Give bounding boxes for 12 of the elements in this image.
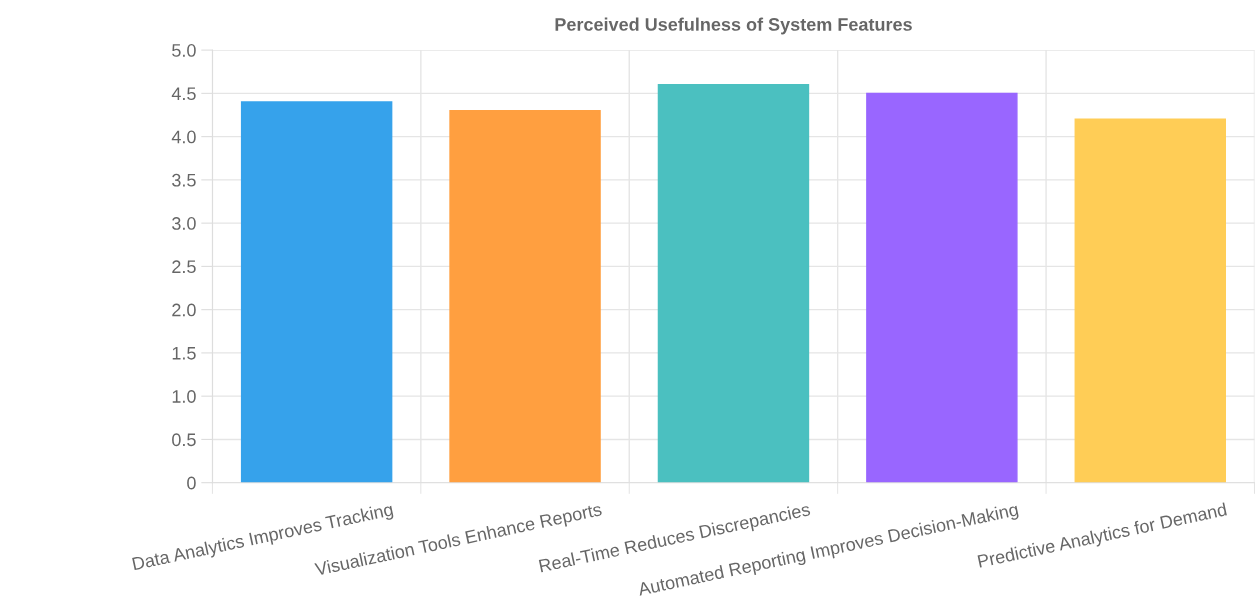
y-tick-label: 1.0 [172,390,196,403]
y-tick-label: 2.5 [172,260,196,274]
y-tick-label: 3.0 [172,217,196,230]
y-tick-label: 0.5 [172,433,196,447]
y-tick-label: 3.5 [172,173,196,187]
y-tick-label: 0 [187,476,196,490]
y-tick-label: 4.0 [171,130,196,144]
chart-title: Perceived Usefulness of System Features [555,17,912,35]
y-tick-label: 4.5 [171,87,196,101]
y-tick-label: 1.5 [172,347,196,360]
y-tick-label: 2.0 [172,303,196,317]
y-tick-label: 5.0 [172,44,196,57]
